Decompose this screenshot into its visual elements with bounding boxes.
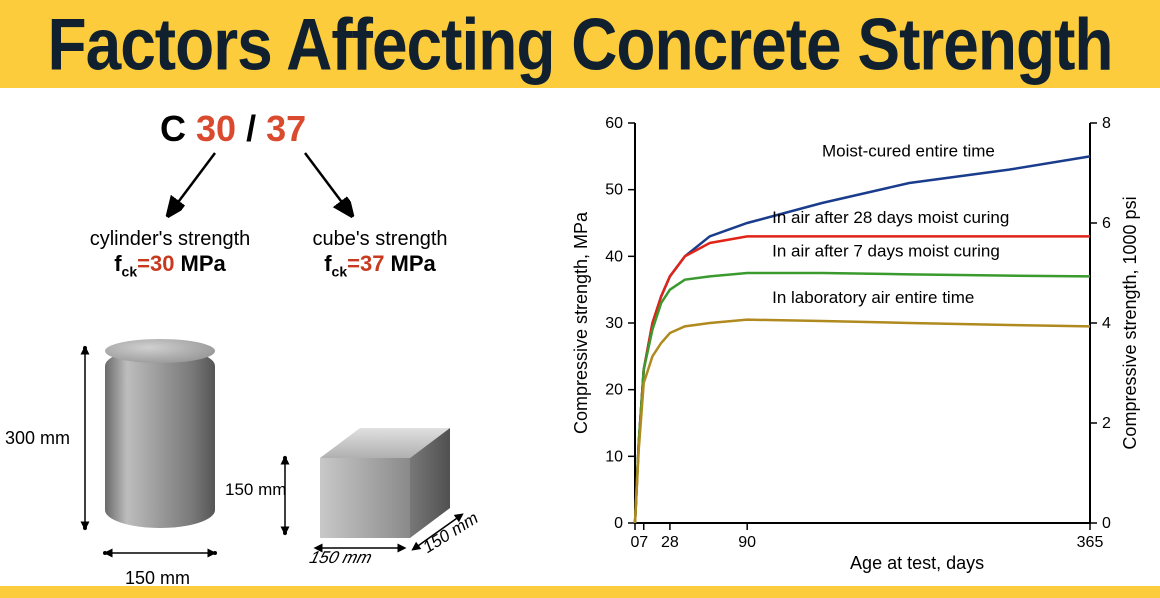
cube-w2-dim bbox=[410, 508, 470, 558]
grade-cube-value: 37 bbox=[266, 108, 306, 149]
grade-arrows bbox=[160, 148, 360, 228]
content-area: C 30 / 37 cylinder's strength fck=30 MPa… bbox=[0, 88, 1160, 586]
svg-text:365: 365 bbox=[1077, 534, 1104, 551]
svg-text:Age at test, days: Age at test, days bbox=[850, 553, 984, 573]
cyl-height-dim bbox=[70, 338, 100, 538]
grade-prefix: C bbox=[160, 108, 186, 149]
svg-text:6: 6 bbox=[1102, 215, 1111, 232]
svg-text:8: 8 bbox=[1102, 115, 1111, 132]
concrete-grade: C 30 / 37 bbox=[160, 108, 306, 150]
cube-title: cube's strength bbox=[280, 228, 480, 251]
chart-svg: 010203040506002468072890365Compressive s… bbox=[570, 108, 1150, 578]
bottom-bar bbox=[0, 586, 1160, 598]
cylinder-title: cylinder's strength bbox=[70, 228, 270, 251]
svg-text:60: 60 bbox=[605, 115, 623, 132]
cylinder-body bbox=[105, 348, 215, 528]
svg-text:In air after 28 days moist cur: In air after 28 days moist curing bbox=[772, 208, 1009, 227]
grade-cylinder-value: 30 bbox=[196, 108, 236, 149]
svg-text:0: 0 bbox=[631, 534, 640, 551]
cyl-dia-dim bbox=[100, 538, 220, 568]
cube-fck: fck=37 MPa bbox=[280, 251, 480, 279]
svg-text:20: 20 bbox=[605, 382, 623, 399]
svg-text:40: 40 bbox=[605, 248, 623, 265]
svg-text:10: 10 bbox=[605, 448, 623, 465]
svg-text:2: 2 bbox=[1102, 415, 1111, 432]
svg-text:50: 50 bbox=[605, 182, 623, 199]
svg-text:Compressive strength, 1000 psi: Compressive strength, 1000 psi bbox=[1120, 196, 1140, 449]
page-title: Factors Affecting Concrete Strength bbox=[48, 1, 1113, 86]
svg-text:In air after 7 days moist curi: In air after 7 days moist curing bbox=[772, 241, 1000, 260]
specimen-diagram: C 30 / 37 cylinder's strength fck=30 MPa… bbox=[30, 108, 530, 588]
cube-h-label: 150 mm bbox=[225, 480, 286, 500]
svg-text:7: 7 bbox=[639, 534, 648, 551]
cube-w1-dim bbox=[310, 540, 410, 560]
title-bar: Factors Affecting Concrete Strength bbox=[0, 0, 1160, 88]
svg-text:90: 90 bbox=[738, 534, 756, 551]
svg-text:0: 0 bbox=[614, 515, 623, 532]
strength-chart: 010203040506002468072890365Compressive s… bbox=[570, 108, 1150, 578]
svg-text:In laboratory air entire time: In laboratory air entire time bbox=[772, 288, 974, 307]
svg-text:30: 30 bbox=[605, 315, 623, 332]
svg-text:Moist-cured entire time: Moist-cured entire time bbox=[822, 141, 995, 160]
cylinder-specimen bbox=[105, 348, 215, 548]
svg-text:4: 4 bbox=[1102, 315, 1111, 332]
cylinder-top bbox=[105, 339, 215, 363]
svg-text:28: 28 bbox=[661, 534, 679, 551]
cyl-height-label: 300 mm bbox=[5, 428, 70, 449]
cube-strength-label: cube's strength fck=37 MPa bbox=[280, 228, 480, 279]
svg-text:0: 0 bbox=[1102, 515, 1111, 532]
svg-text:Compressive strength, MPa: Compressive strength, MPa bbox=[571, 211, 591, 434]
cylinder-fck: fck=30 MPa bbox=[70, 251, 270, 279]
cylinder-strength-label: cylinder's strength fck=30 MPa bbox=[70, 228, 270, 279]
grade-separator: / bbox=[246, 108, 256, 149]
